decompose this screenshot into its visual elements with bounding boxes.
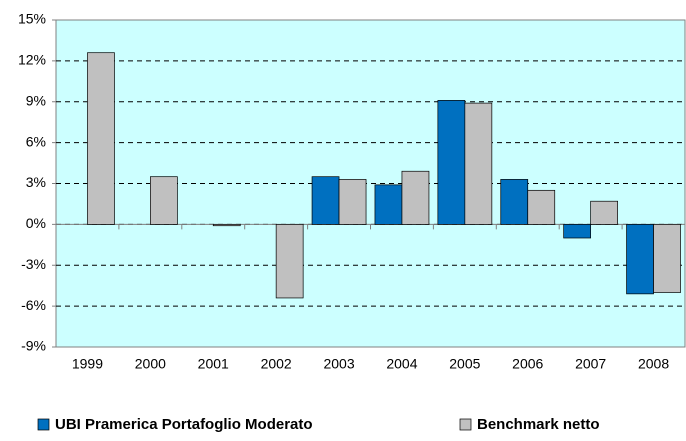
bar: [653, 224, 681, 293]
y-tick-label: -3%: [21, 256, 46, 272]
bar: [338, 179, 367, 225]
legend-swatch: [37, 418, 50, 431]
y-tick-label: 0%: [26, 215, 46, 231]
y-tick-label: 9%: [26, 92, 46, 108]
x-tick-label: 2007: [575, 356, 606, 372]
bar: [437, 100, 466, 225]
bar: [626, 224, 654, 295]
bar: [212, 224, 241, 227]
y-tick-label: -6%: [21, 297, 46, 313]
y-tick-label: 6%: [26, 133, 46, 149]
bar: [563, 224, 592, 239]
bar: [401, 170, 430, 225]
legend-label: Benchmark netto: [477, 416, 600, 433]
bar: [150, 176, 178, 225]
bar: [87, 52, 115, 225]
x-tick-label: 2001: [198, 356, 229, 372]
legend-label: UBI Pramerica Portafoglio Moderato: [55, 416, 313, 433]
x-tick-label: 2005: [449, 356, 480, 372]
x-tick-label: 2006: [512, 356, 543, 372]
x-tick-label: 2000: [135, 356, 166, 372]
bar: [527, 189, 556, 225]
y-tick-label: 12%: [18, 52, 46, 68]
bar: [590, 200, 619, 225]
y-tick-label: 3%: [26, 174, 46, 190]
y-tick-label: 15%: [18, 11, 46, 27]
x-tick-label: 2004: [386, 356, 417, 372]
bar: [374, 184, 403, 225]
x-tick-label: 2003: [323, 356, 354, 372]
bar: [275, 224, 304, 299]
legend-swatch: [459, 418, 472, 431]
bar: [311, 176, 340, 225]
x-tick-label: 1999: [72, 356, 103, 372]
x-tick-label: 2002: [261, 356, 292, 372]
y-tick-label: -9%: [21, 338, 46, 354]
bar: [464, 102, 493, 225]
x-tick-label: 2008: [638, 356, 669, 372]
bar: [500, 179, 529, 225]
